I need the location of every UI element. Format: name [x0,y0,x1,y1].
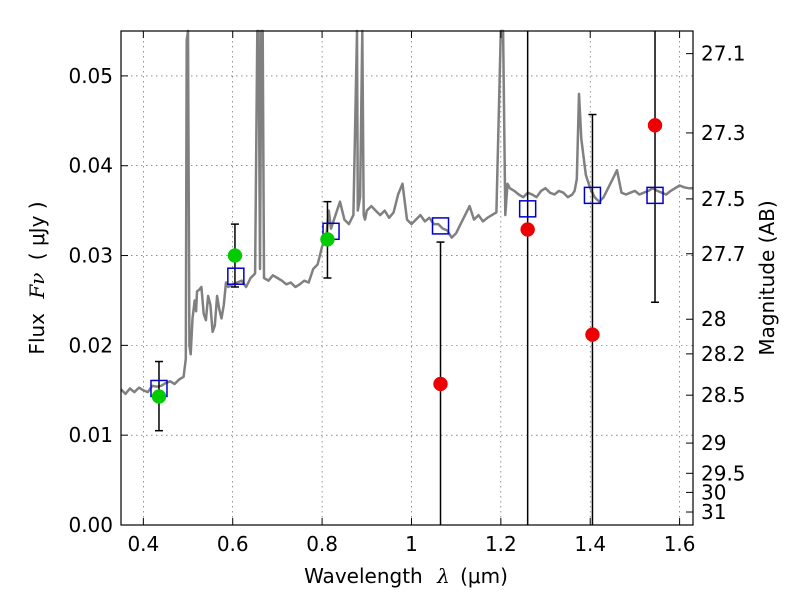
y-tick-label: 0.00 [68,513,113,537]
model-photometry-square [431,217,450,235]
x-tick-label: 1.6 [664,532,696,556]
model-photometry-square [646,186,664,205]
magnitude-tick-label: 29 [701,431,726,455]
model-photometry-square [583,186,602,205]
y-tick-label: 0.03 [68,244,113,268]
y-tick-label: 0.02 [68,333,113,357]
y-tick-label: 0.01 [68,423,113,447]
magnitude-tick-label: 28.5 [701,383,746,407]
observed-flux-point [320,232,335,247]
x-axis: 0.4 0.6 0.8 1 1.2 1.4 1.6 [127,31,696,556]
magnitude-tick-label: 27.7 [701,242,746,266]
magnitude-tick-label: 27.3 [701,121,746,145]
magnitude-tick-label: 28 [701,307,726,331]
observed-flux-point [151,389,167,404]
model-spectrum-line [120,29,693,396]
observed-flux-point [520,222,535,237]
y-tick-label: 0.04 [68,154,113,178]
x-tick-label: 0.8 [306,532,338,556]
model-photometry-square [518,200,537,218]
magnitude-axis-label: Magnitude (AB) [755,200,779,355]
grid-lines [121,31,693,526]
x-tick-label: 1.4 [574,532,606,556]
x-tick-label: 0.4 [127,532,159,556]
y-axis: 0.00 0.01 0.02 0.03 0.04 0.05 [68,64,128,537]
magnitude-tick-label: 31 [701,500,726,524]
y-axis-label: Flux Fν ( μJy ) [25,201,49,354]
observed-flux-point [433,376,448,392]
model-photometry-square [227,267,245,285]
magnitude-tick-label: 29.5 [701,461,746,485]
x-axis-label: Wavelength λ (μm) [304,564,508,588]
magnitude-tick-label: 27.5 [701,187,746,211]
x-tick-label: 1.2 [485,532,517,556]
magnitude-tick-label: 28.2 [701,342,746,366]
y-tick-label: 0.05 [68,64,113,88]
observed-flux-point [227,248,243,263]
series-layer [120,29,693,525]
observed-flux-point [647,118,663,133]
magnitude-tick-label: 30 [701,480,726,504]
x-tick-label: 1 [405,532,418,556]
magnitude-tick-label: 27.1 [701,42,746,66]
plot-frame [120,30,694,526]
x-tick-label: 0.6 [217,532,249,556]
observed-flux-point [585,327,600,342]
